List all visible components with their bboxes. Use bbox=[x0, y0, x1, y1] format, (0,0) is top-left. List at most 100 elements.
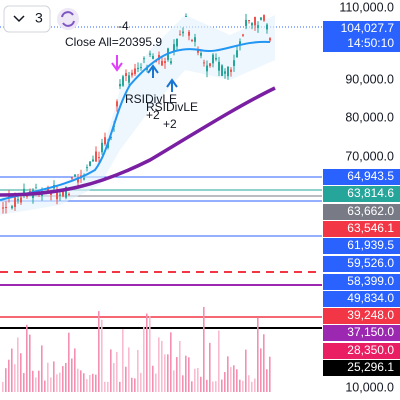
candle-body bbox=[14, 197, 16, 208]
volume-bar bbox=[236, 369, 238, 392]
volume-bar bbox=[254, 378, 256, 392]
candle-body bbox=[185, 15, 187, 17]
candle-body bbox=[200, 53, 202, 56]
candle-body bbox=[170, 61, 172, 64]
candle-body bbox=[179, 34, 181, 36]
volume-bar bbox=[8, 359, 10, 392]
volume-bar bbox=[143, 326, 145, 392]
volume-bar bbox=[74, 348, 76, 392]
candle-body bbox=[23, 188, 25, 194]
arrow bbox=[111, 55, 123, 72]
volume-bar bbox=[119, 381, 121, 392]
candle-body bbox=[266, 24, 268, 30]
candle-body bbox=[116, 101, 118, 107]
price-label: 80,000.0 bbox=[345, 110, 394, 124]
candle-body bbox=[122, 76, 124, 86]
candle-body bbox=[101, 142, 103, 153]
price-tag-label: 63,546.1 bbox=[347, 221, 394, 235]
candle-body bbox=[47, 187, 49, 192]
price-tag bbox=[323, 238, 400, 254]
price-label: 110,000.0 bbox=[339, 0, 394, 14]
price-label: 10,000.0 bbox=[345, 380, 394, 394]
volume-bar bbox=[17, 337, 19, 392]
signal-label: RSIDivLE bbox=[125, 92, 177, 106]
moving-average bbox=[0, 86, 276, 197]
volume-bar bbox=[263, 334, 265, 392]
volume-bar bbox=[266, 369, 268, 392]
candle-body bbox=[176, 38, 178, 47]
candle-body bbox=[65, 186, 67, 198]
price-tag-label: 49,834.0 bbox=[347, 291, 394, 305]
signal-label: RSIDivLE bbox=[146, 100, 198, 114]
candle-body bbox=[17, 199, 19, 201]
volume-bar bbox=[149, 316, 151, 392]
price-label: 70,000.0 bbox=[345, 149, 394, 163]
candle-body bbox=[62, 190, 64, 197]
candle-body bbox=[71, 177, 73, 179]
volume-bar bbox=[227, 356, 229, 392]
volume-bars bbox=[2, 307, 271, 392]
price-tag-label: 63,662.0 bbox=[347, 204, 394, 218]
price-tag-label: 28,350.0 bbox=[347, 343, 394, 357]
exit-qty: -4 bbox=[118, 19, 129, 33]
candle-body bbox=[233, 60, 235, 66]
candle-body bbox=[245, 19, 247, 26]
volume-bar bbox=[257, 317, 259, 392]
volume-bar bbox=[47, 362, 49, 392]
volume-bar bbox=[260, 348, 262, 392]
candle-body bbox=[263, 15, 265, 21]
price-tag bbox=[323, 221, 400, 237]
volume-bar bbox=[233, 365, 235, 392]
volume-bar bbox=[53, 361, 55, 392]
volume-bar bbox=[86, 379, 88, 392]
candle-body bbox=[134, 68, 136, 75]
refresh-icon bbox=[61, 11, 75, 27]
volume-bar bbox=[269, 356, 271, 392]
volume-bar bbox=[35, 377, 37, 392]
current-price-tag bbox=[323, 21, 400, 52]
candle-body bbox=[59, 194, 61, 196]
volume-bar bbox=[38, 370, 40, 392]
volume-bar bbox=[71, 358, 73, 392]
volume-bar bbox=[161, 340, 163, 392]
current-price: 104,027.7 bbox=[341, 21, 395, 35]
volume-bar bbox=[107, 381, 109, 392]
volume-bar bbox=[44, 380, 46, 392]
candle-body bbox=[119, 84, 121, 87]
volume-bar bbox=[2, 381, 4, 392]
candle-body bbox=[137, 67, 139, 69]
candle-body bbox=[77, 178, 79, 183]
volume-bar bbox=[251, 381, 253, 392]
candle-body bbox=[194, 37, 196, 42]
price-label: 90,000.0 bbox=[345, 72, 394, 86]
volume-bar bbox=[146, 313, 148, 392]
candle-body bbox=[149, 53, 151, 55]
candle-body bbox=[50, 192, 52, 195]
candle-body bbox=[191, 40, 193, 42]
price-tag-label: 59,526.0 bbox=[347, 256, 394, 270]
interval-button[interactable] bbox=[3, 5, 51, 33]
candle-body bbox=[182, 31, 184, 34]
volume-bar bbox=[11, 348, 13, 392]
price-tag-label: 64,943.5 bbox=[347, 169, 394, 183]
candle-body bbox=[104, 137, 106, 145]
volume-bar bbox=[80, 370, 82, 392]
price-tag bbox=[323, 274, 400, 290]
candle-body bbox=[257, 25, 259, 28]
volume-bar bbox=[50, 377, 52, 392]
candle-body bbox=[254, 16, 256, 26]
candle-body bbox=[152, 56, 154, 59]
close-all: Close All=20395.9 bbox=[65, 35, 162, 49]
volume-bar bbox=[89, 375, 91, 392]
volume-bar bbox=[203, 307, 205, 392]
candle-body bbox=[203, 62, 205, 64]
volume-bar bbox=[110, 349, 112, 392]
candle-body bbox=[5, 207, 7, 209]
candle-body bbox=[56, 189, 58, 200]
candle-body bbox=[2, 207, 4, 209]
volume-bar bbox=[125, 366, 127, 392]
volume-bar bbox=[20, 353, 22, 392]
price-tag-label: 61,939.5 bbox=[347, 238, 394, 252]
candle-body bbox=[11, 206, 13, 209]
